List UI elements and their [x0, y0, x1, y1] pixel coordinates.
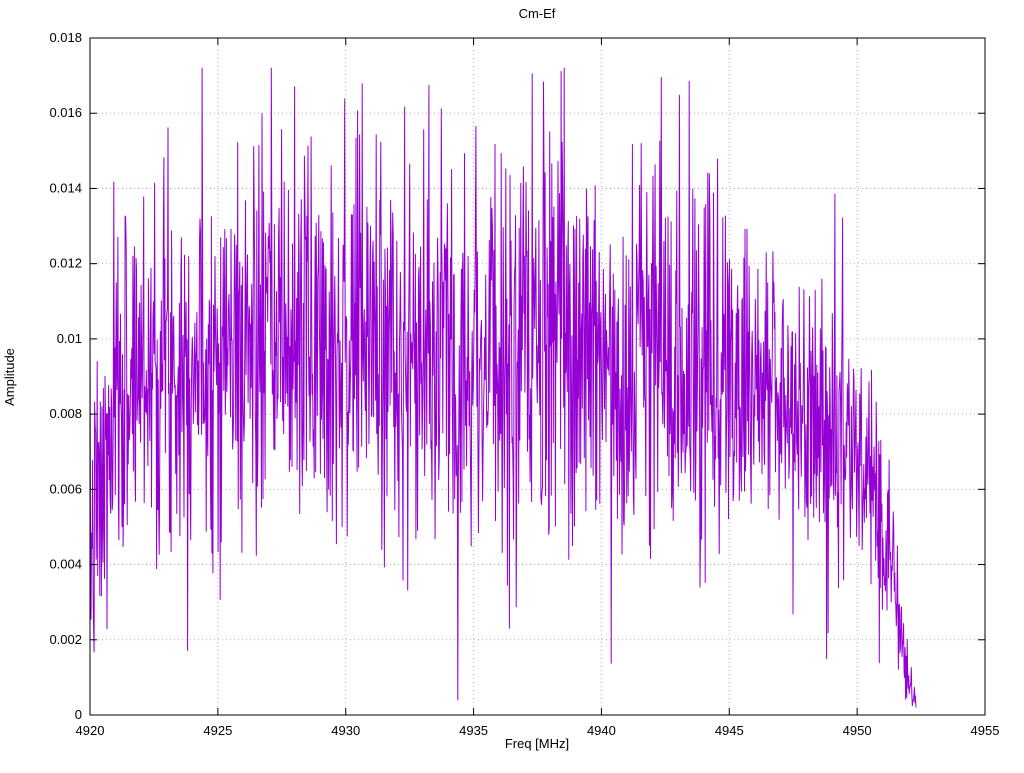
- y-tick-label: 0.008: [49, 406, 82, 421]
- y-axis-label: Amplitude: [2, 348, 17, 406]
- y-tick-label: 0.004: [49, 557, 82, 572]
- x-tick-label: 4945: [715, 723, 744, 738]
- x-tick-label: 4935: [459, 723, 488, 738]
- axes: [89, 37, 986, 716]
- x-axis-label: Freq [MHz]: [505, 736, 569, 751]
- spectrum-series: [89, 67, 917, 708]
- y-tick-label: 0: [75, 707, 82, 722]
- y-tick-label: 0.014: [49, 180, 82, 195]
- x-tick-label: 4925: [203, 723, 232, 738]
- x-tick-label: 4930: [331, 723, 360, 738]
- plot-border: [89, 37, 986, 716]
- tick-labels: 4920 4925 4930 4935 4940 4945 4950 4955 0 0.002 0.…: [49, 30, 999, 738]
- y-tick-label: 0.016: [49, 105, 82, 120]
- chart-title: Cm-Ef: [519, 6, 556, 21]
- y-tick-label: 0.012: [49, 256, 82, 271]
- spectrum-line: [89, 67, 917, 708]
- y-tick-label: 0.006: [49, 481, 82, 496]
- x-tick-label: 4955: [971, 723, 1000, 738]
- y-tick-label: 0.002: [49, 632, 82, 647]
- y-tick-label: 0.01: [57, 331, 82, 346]
- x-tick-label: 4920: [76, 723, 105, 738]
- y-tick-label: 0.018: [49, 30, 82, 45]
- x-tick-label: 4950: [843, 723, 872, 738]
- x-tick-label: 4940: [587, 723, 616, 738]
